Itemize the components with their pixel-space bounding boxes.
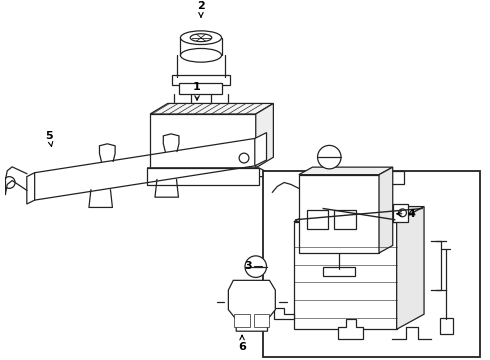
Bar <box>254 314 270 327</box>
Circle shape <box>3 177 15 188</box>
Circle shape <box>318 145 341 169</box>
Bar <box>294 222 396 329</box>
Bar <box>307 210 328 229</box>
Polygon shape <box>147 168 276 177</box>
Circle shape <box>398 209 406 217</box>
Text: 2: 2 <box>197 1 205 17</box>
Polygon shape <box>338 319 364 339</box>
Bar <box>150 114 256 168</box>
Polygon shape <box>255 132 267 166</box>
Bar <box>234 314 250 327</box>
Bar <box>393 204 408 222</box>
Bar <box>263 171 480 357</box>
Ellipse shape <box>190 34 212 42</box>
Bar <box>334 210 356 229</box>
Polygon shape <box>150 103 273 114</box>
Polygon shape <box>294 207 424 222</box>
Text: 3: 3 <box>244 261 252 271</box>
Bar <box>147 168 259 185</box>
Ellipse shape <box>180 31 221 45</box>
Bar <box>172 75 230 85</box>
Bar <box>387 171 404 184</box>
Bar <box>323 267 355 276</box>
Polygon shape <box>256 103 273 168</box>
Polygon shape <box>274 308 294 319</box>
Polygon shape <box>396 207 424 329</box>
Bar <box>309 177 340 188</box>
Bar <box>299 175 379 253</box>
Bar <box>179 83 222 94</box>
Text: 4: 4 <box>397 209 415 219</box>
Text: 1: 1 <box>193 82 201 100</box>
Polygon shape <box>27 173 35 204</box>
Ellipse shape <box>180 49 221 62</box>
Circle shape <box>245 256 267 278</box>
Text: 5: 5 <box>46 131 53 147</box>
Polygon shape <box>379 167 393 253</box>
Text: 6: 6 <box>238 336 246 352</box>
Polygon shape <box>299 167 393 175</box>
Polygon shape <box>228 280 275 331</box>
Bar <box>440 319 453 334</box>
